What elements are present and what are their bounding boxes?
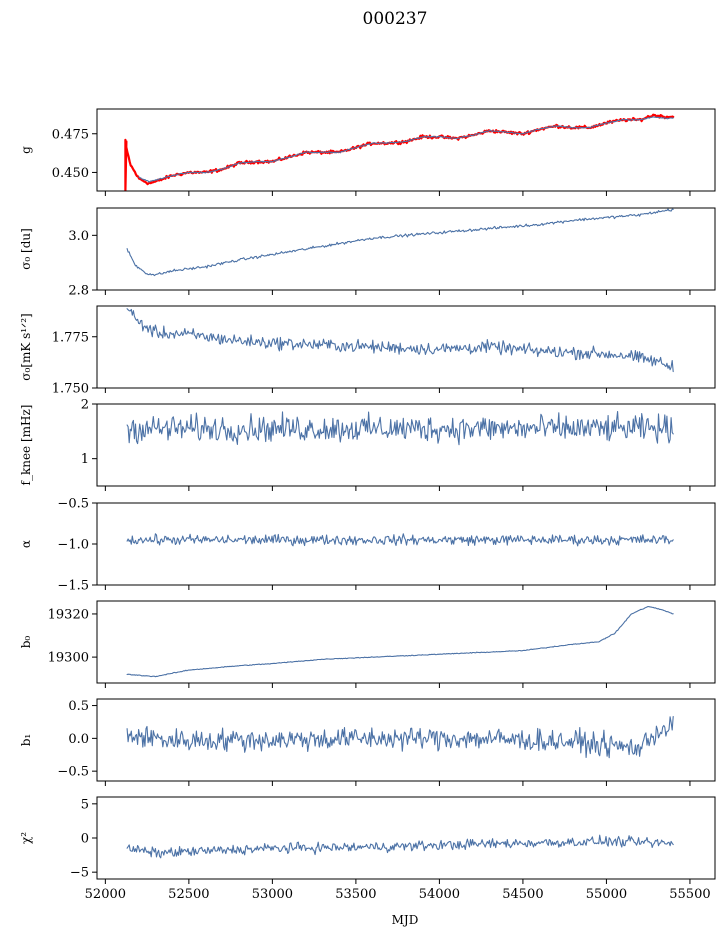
y-axis-label: b₁ <box>19 734 33 747</box>
x-tick-label: 54500 <box>502 887 543 902</box>
x-axis-label: MJD <box>392 913 419 927</box>
panels: 0.450 0.475 g 2.8 3.0 σ₀ [du] 1.750 1.775 σ₀[mK … <box>19 108 716 902</box>
axes-frame <box>96 305 716 389</box>
y-tick-label: 0.475 <box>52 127 89 142</box>
series-line-b1-data <box>126 715 674 759</box>
y-tick-label: 1.750 <box>52 382 89 397</box>
panel-sigma0-mks: 1.750 1.775 σ₀[mK s¹ᐟ²] <box>19 305 716 397</box>
series-line-g-data <box>138 116 674 183</box>
y-tick-label: 2.8 <box>68 284 89 299</box>
series-line-alpha-data <box>126 533 674 547</box>
figure-title: 000237 <box>363 9 428 29</box>
y-tick-label: 3.0 <box>68 229 89 244</box>
y-tick-label: 0.450 <box>52 166 89 181</box>
y-tick-label: −1.0 <box>57 538 89 553</box>
y-tick-label: 5 <box>81 797 89 812</box>
y-tick-label: −5 <box>70 866 89 881</box>
x-tick-label: 55000 <box>586 887 627 902</box>
axes-frame <box>96 796 716 880</box>
series-line-sigma0-du-data <box>126 208 674 277</box>
x-tick-label: 55500 <box>669 887 710 902</box>
y-tick-label: 0 <box>81 832 89 847</box>
panel-fknee: 1 2 f_knee [mHz] <box>19 398 716 491</box>
series-line-g-model <box>124 113 675 191</box>
axes-frame <box>96 403 716 487</box>
series-line-sigma0-mks-data <box>126 308 674 373</box>
y-axis-label: α <box>19 540 33 548</box>
panel-b0: 19300 19320 b₀ <box>19 600 716 688</box>
y-tick-label: 1.775 <box>52 330 89 345</box>
panel-b1: −0.5 0.0 0.5 b₁ <box>19 698 716 786</box>
panel-sigma0-du: 2.8 3.0 σ₀ [du] <box>19 207 716 299</box>
y-tick-label: 0.5 <box>68 699 89 714</box>
y-tick-label: 1 <box>81 452 89 467</box>
axes-frame <box>96 698 716 782</box>
y-tick-label: −1.5 <box>57 579 89 594</box>
y-axis-label: f_knee [mHz] <box>19 405 33 486</box>
y-axis-label: g <box>19 146 33 154</box>
series-line-fknee-data <box>126 410 674 446</box>
y-tick-label: 2 <box>81 398 89 413</box>
panel-chi2: −5 0 5 52000 52500 53000 53500 54000 54500 55000 5… <box>19 796 716 902</box>
y-axis-label: b₀ <box>19 636 33 649</box>
y-tick-label: 0.0 <box>68 732 89 747</box>
y-axis-label: σ₀[mK s¹ᐟ²] <box>19 313 33 380</box>
x-tick-label: 52500 <box>168 887 209 902</box>
axes-frame <box>96 207 716 291</box>
series-line-chi2-data <box>126 834 674 859</box>
y-axis-label: σ₀ [du] <box>19 228 33 270</box>
panel-alpha: −1.5 −1.0 −0.5 α <box>19 497 716 594</box>
axes-frame <box>96 600 716 684</box>
y-tick-label: 19320 <box>48 607 89 622</box>
y-axis-label: χ² <box>19 832 33 844</box>
x-tick-label: 53500 <box>335 887 376 902</box>
panel-g: 0.450 0.475 g <box>19 108 716 196</box>
axes-frame <box>96 108 716 192</box>
x-tick-label: 52000 <box>85 887 126 902</box>
y-tick-label: −0.5 <box>57 497 89 512</box>
x-tick-label: 53000 <box>252 887 293 902</box>
x-tick-label: 54000 <box>419 887 460 902</box>
y-tick-label: 19300 <box>48 651 89 666</box>
y-tick-label: −0.5 <box>57 765 89 780</box>
series-line-b0-data <box>126 605 674 678</box>
